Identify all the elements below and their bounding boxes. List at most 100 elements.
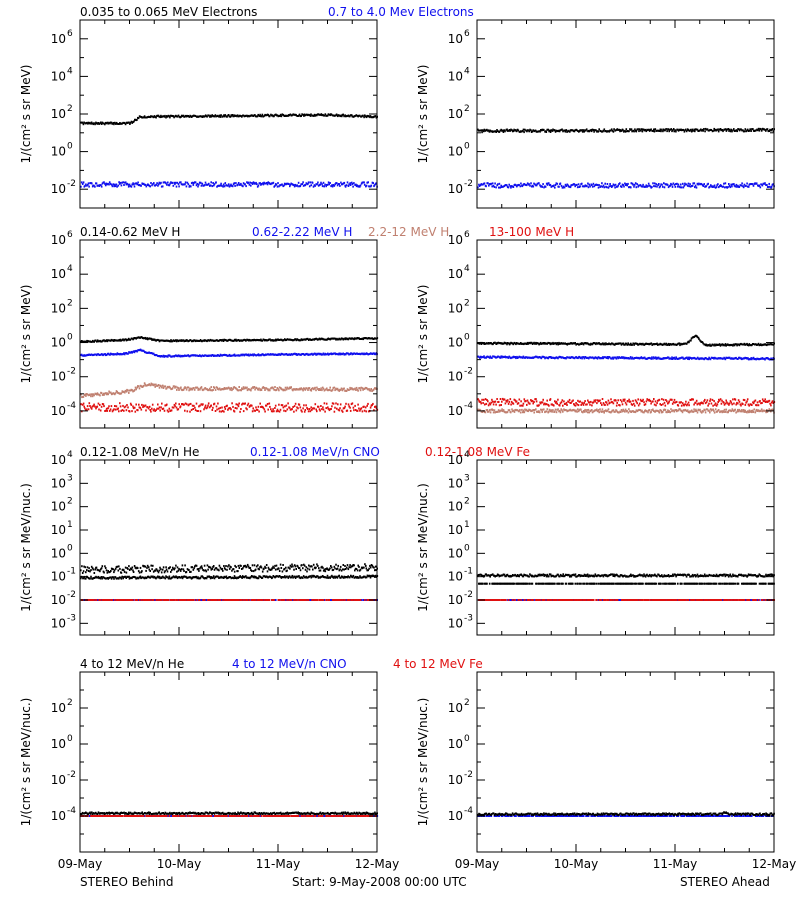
data-point <box>749 410 751 413</box>
data-point <box>662 398 665 401</box>
data-point <box>236 407 238 410</box>
data-point <box>326 114 329 117</box>
data-point <box>619 399 622 402</box>
data-point <box>628 357 630 360</box>
data-point <box>624 343 626 346</box>
data-point <box>611 401 614 404</box>
data-point <box>764 398 766 401</box>
data-point <box>522 128 525 131</box>
data-point <box>690 410 692 413</box>
data-point <box>687 409 689 412</box>
data-point <box>211 339 213 342</box>
data-point <box>359 387 361 390</box>
data-point <box>578 343 581 346</box>
data-point <box>272 387 275 390</box>
data-point <box>747 357 749 360</box>
data-point <box>129 351 131 354</box>
data-point <box>264 114 267 117</box>
data-point <box>583 185 586 188</box>
data-point <box>173 116 175 119</box>
data-point <box>494 182 496 185</box>
data-point <box>553 356 555 359</box>
data-point <box>615 404 618 407</box>
data-point <box>699 408 701 411</box>
data-point <box>302 338 305 341</box>
data-point <box>690 130 693 133</box>
data-point <box>168 407 171 410</box>
data-point <box>110 353 113 356</box>
data-point <box>750 357 752 360</box>
data-point <box>373 409 375 412</box>
data-point <box>104 353 106 355</box>
data-point <box>772 409 774 412</box>
data-point <box>129 402 132 405</box>
data-point <box>325 338 327 341</box>
data-point <box>574 342 576 344</box>
data-point <box>758 129 761 132</box>
data-point <box>641 409 643 412</box>
data-point <box>296 388 298 391</box>
data-point <box>175 385 177 388</box>
data-point <box>703 400 705 403</box>
data-point <box>293 352 295 355</box>
data-point <box>298 403 301 406</box>
data-point <box>746 182 748 185</box>
data-point <box>154 354 156 357</box>
data-point <box>740 404 742 407</box>
data-point <box>491 185 493 188</box>
data-point <box>548 356 551 358</box>
data-point <box>731 130 733 133</box>
data-point <box>327 576 330 579</box>
data-point <box>518 410 520 413</box>
data-point <box>521 129 524 132</box>
data-point <box>221 409 224 412</box>
data-point <box>312 114 315 117</box>
data-point <box>709 358 712 361</box>
data-point <box>545 403 548 406</box>
data-point <box>259 182 261 185</box>
data-point <box>738 186 741 188</box>
data-point <box>600 185 602 188</box>
data-point <box>200 575 203 578</box>
data-point <box>126 338 128 341</box>
data-point <box>359 184 362 187</box>
data-point <box>567 400 570 403</box>
data-point <box>144 404 147 407</box>
data-point <box>321 353 324 356</box>
data-point <box>233 575 236 578</box>
data-point <box>111 185 114 188</box>
data-point <box>646 410 648 412</box>
data-point <box>736 401 738 404</box>
data-point <box>650 357 653 360</box>
data-point <box>610 129 612 132</box>
data-point <box>740 342 742 345</box>
data-point <box>155 183 157 186</box>
data-point <box>506 399 509 402</box>
data-point <box>729 343 732 346</box>
data-point <box>571 400 573 403</box>
data-point <box>143 382 146 385</box>
data-point <box>208 354 211 357</box>
data-point <box>590 130 593 133</box>
data-point <box>102 576 104 579</box>
data-point <box>324 576 326 579</box>
data-point <box>664 408 667 411</box>
data-point <box>613 128 615 131</box>
data-point <box>95 407 97 410</box>
data-point <box>742 357 745 360</box>
data-point <box>563 400 565 403</box>
data-point <box>286 408 289 411</box>
data-point <box>751 344 753 347</box>
data-point <box>81 183 84 185</box>
data-point <box>500 355 502 358</box>
data-point <box>762 182 765 185</box>
data-point <box>84 566 87 569</box>
data-point <box>730 410 732 413</box>
data-point <box>331 185 334 188</box>
data-point <box>264 410 266 413</box>
data-point <box>623 130 625 133</box>
data-point <box>653 398 655 400</box>
data-point <box>95 182 98 185</box>
data-point <box>691 184 694 187</box>
data-point <box>115 405 118 408</box>
